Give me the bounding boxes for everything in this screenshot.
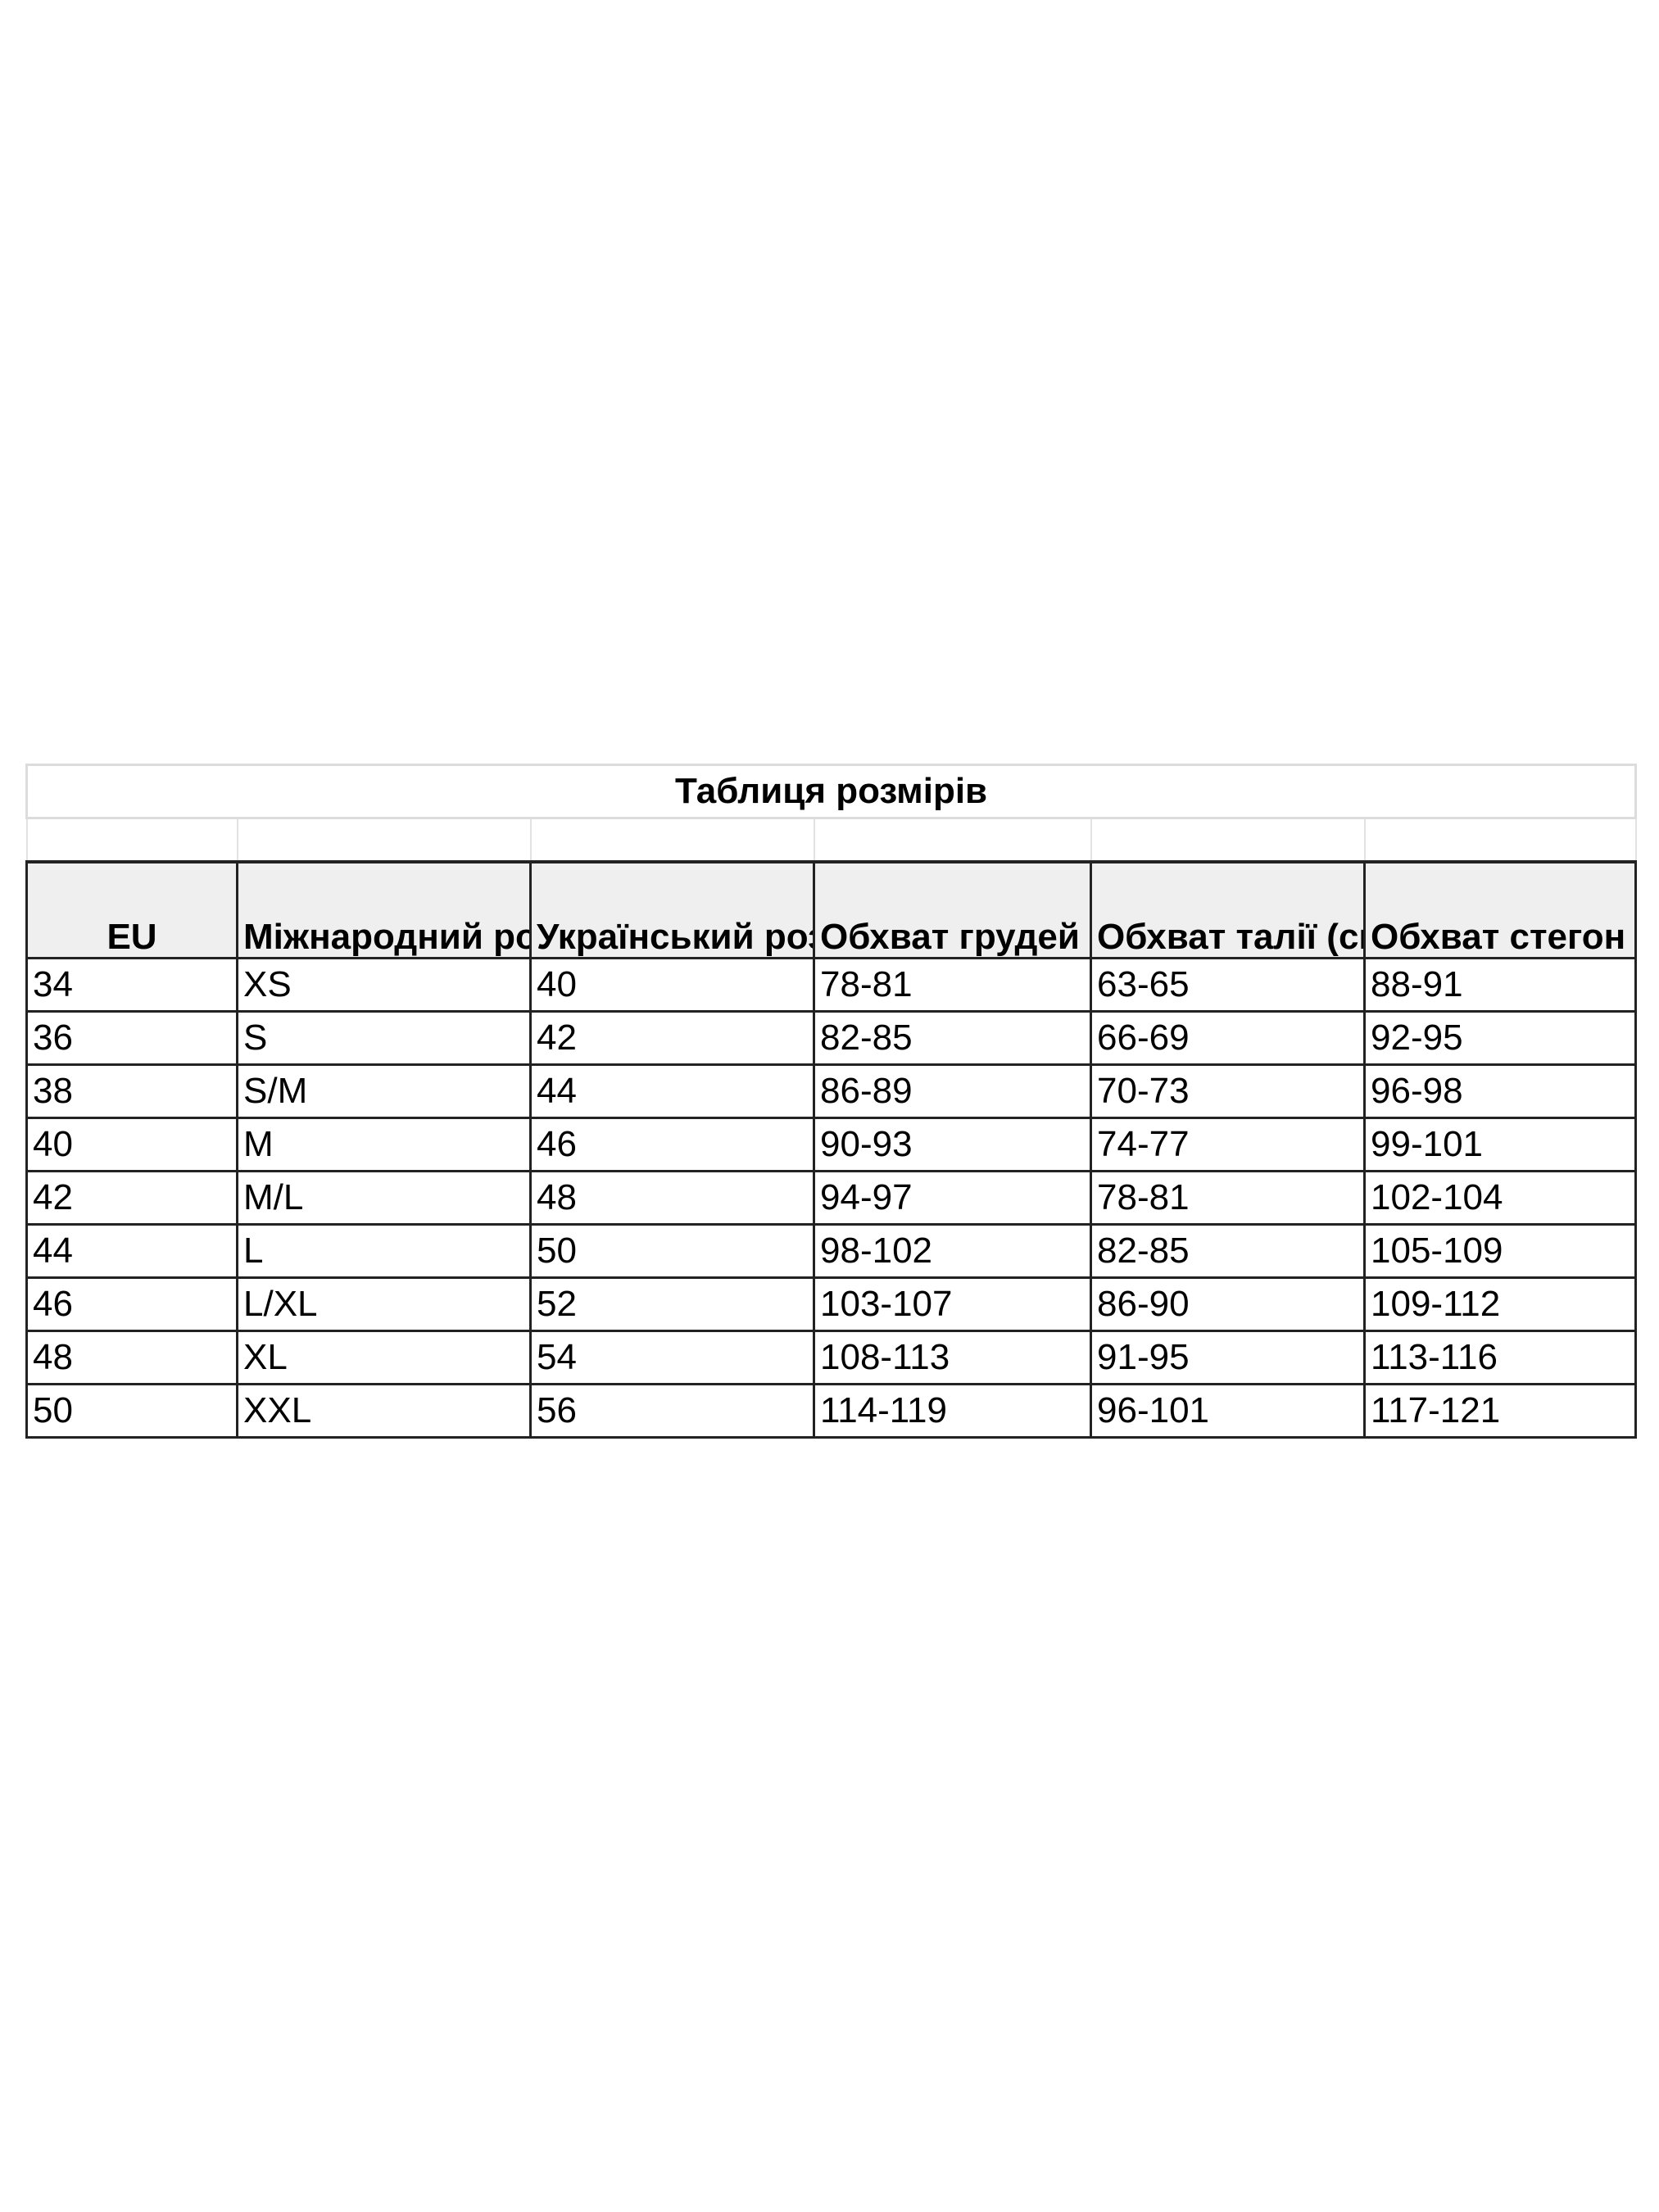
cell-international: L <box>236 1223 532 1279</box>
blank-row <box>25 817 1637 863</box>
cell-waist: 74-77 <box>1090 1117 1366 1172</box>
cell-international: M <box>236 1117 532 1172</box>
cell-hips: 113-116 <box>1362 1330 1638 1385</box>
table-row: 40 M 46 90-93 74-77 99-101 <box>25 1117 1638 1172</box>
header-hips: Обхват стегон (см) <box>1362 860 1638 959</box>
blank-cell <box>236 817 532 863</box>
cell-hips: 117-121 <box>1362 1383 1638 1439</box>
cell-eu: 40 <box>25 1117 238 1172</box>
cell-international: S <box>236 1010 532 1066</box>
cell-international: S/M <box>236 1063 532 1119</box>
cell-ukrainian: 56 <box>529 1383 815 1439</box>
cell-ukrainian: 48 <box>529 1170 815 1226</box>
cell-waist: 96-101 <box>1090 1383 1366 1439</box>
cell-waist: 91-95 <box>1090 1330 1366 1385</box>
cell-ukrainian: 50 <box>529 1223 815 1279</box>
cell-ukrainian: 54 <box>529 1330 815 1385</box>
cell-international: L/XL <box>236 1276 532 1332</box>
cell-eu: 36 <box>25 1010 238 1066</box>
blank-cell <box>813 817 1092 863</box>
size-chart-table: Таблиця розмірів EU Міжнародний розмір У… <box>25 764 1638 1439</box>
cell-ukrainian: 44 <box>529 1063 815 1119</box>
table-row: 44 L 50 98-102 82-85 105-109 <box>25 1223 1638 1279</box>
blank-cell <box>529 817 815 863</box>
cell-hips: 96-98 <box>1362 1063 1638 1119</box>
cell-chest: 78-81 <box>813 957 1092 1013</box>
cell-international: XS <box>236 957 532 1013</box>
blank-cell <box>1363 817 1637 863</box>
table-row: 36 S 42 82-85 66-69 92-95 <box>25 1010 1638 1066</box>
cell-eu: 44 <box>25 1223 238 1279</box>
cell-chest: 86-89 <box>813 1063 1092 1119</box>
cell-hips: 102-104 <box>1362 1170 1638 1226</box>
cell-hips: 92-95 <box>1362 1010 1638 1066</box>
table-row: 50 XXL 56 114-119 96-101 117-121 <box>25 1383 1638 1439</box>
cell-chest: 82-85 <box>813 1010 1092 1066</box>
cell-international: XXL <box>236 1383 532 1439</box>
cell-ukrainian: 40 <box>529 957 815 1013</box>
cell-eu: 34 <box>25 957 238 1013</box>
cell-chest: 98-102 <box>813 1223 1092 1279</box>
cell-chest: 90-93 <box>813 1117 1092 1172</box>
cell-waist: 63-65 <box>1090 957 1366 1013</box>
blank-cell <box>1090 817 1366 863</box>
table-row: 34 XS 40 78-81 63-65 88-91 <box>25 957 1638 1013</box>
cell-waist: 66-69 <box>1090 1010 1366 1066</box>
cell-eu: 50 <box>25 1383 238 1439</box>
cell-hips: 105-109 <box>1362 1223 1638 1279</box>
table-title: Таблиця розмірів <box>25 764 1638 819</box>
header-waist: Обхват талії (см) <box>1090 860 1366 959</box>
cell-eu: 46 <box>25 1276 238 1332</box>
title-row: Таблиця розмірів <box>25 764 1638 819</box>
cell-chest: 108-113 <box>813 1330 1092 1385</box>
cell-waist: 78-81 <box>1090 1170 1366 1226</box>
cell-eu: 38 <box>25 1063 238 1119</box>
blank-cell <box>25 817 238 863</box>
cell-hips: 109-112 <box>1362 1276 1638 1332</box>
cell-ukrainian: 46 <box>529 1117 815 1172</box>
cell-hips: 99-101 <box>1362 1117 1638 1172</box>
table-row: 48 XL 54 108-113 91-95 113-116 <box>25 1330 1638 1385</box>
cell-international: M/L <box>236 1170 532 1226</box>
cell-eu: 48 <box>25 1330 238 1385</box>
cell-chest: 103-107 <box>813 1276 1092 1332</box>
cell-waist: 86-90 <box>1090 1276 1366 1332</box>
header-row: EU Міжнародний розмір Український розмір… <box>25 860 1638 959</box>
header-international-size: Міжнародний розмір <box>236 860 532 959</box>
header-ukrainian-size: Український розмір <box>529 860 815 959</box>
table-row: 46 L/XL 52 103-107 86-90 109-112 <box>25 1276 1638 1332</box>
cell-international: XL <box>236 1330 532 1385</box>
cell-hips: 88-91 <box>1362 957 1638 1013</box>
header-eu: EU <box>25 860 238 959</box>
cell-chest: 114-119 <box>813 1383 1092 1439</box>
header-chest: Обхват грудей (см) <box>813 860 1092 959</box>
cell-chest: 94-97 <box>813 1170 1092 1226</box>
cell-eu: 42 <box>25 1170 238 1226</box>
table-row: 38 S/M 44 86-89 70-73 96-98 <box>25 1063 1638 1119</box>
cell-waist: 82-85 <box>1090 1223 1366 1279</box>
cell-ukrainian: 42 <box>529 1010 815 1066</box>
cell-ukrainian: 52 <box>529 1276 815 1332</box>
cell-waist: 70-73 <box>1090 1063 1366 1119</box>
table-row: 42 M/L 48 94-97 78-81 102-104 <box>25 1170 1638 1226</box>
